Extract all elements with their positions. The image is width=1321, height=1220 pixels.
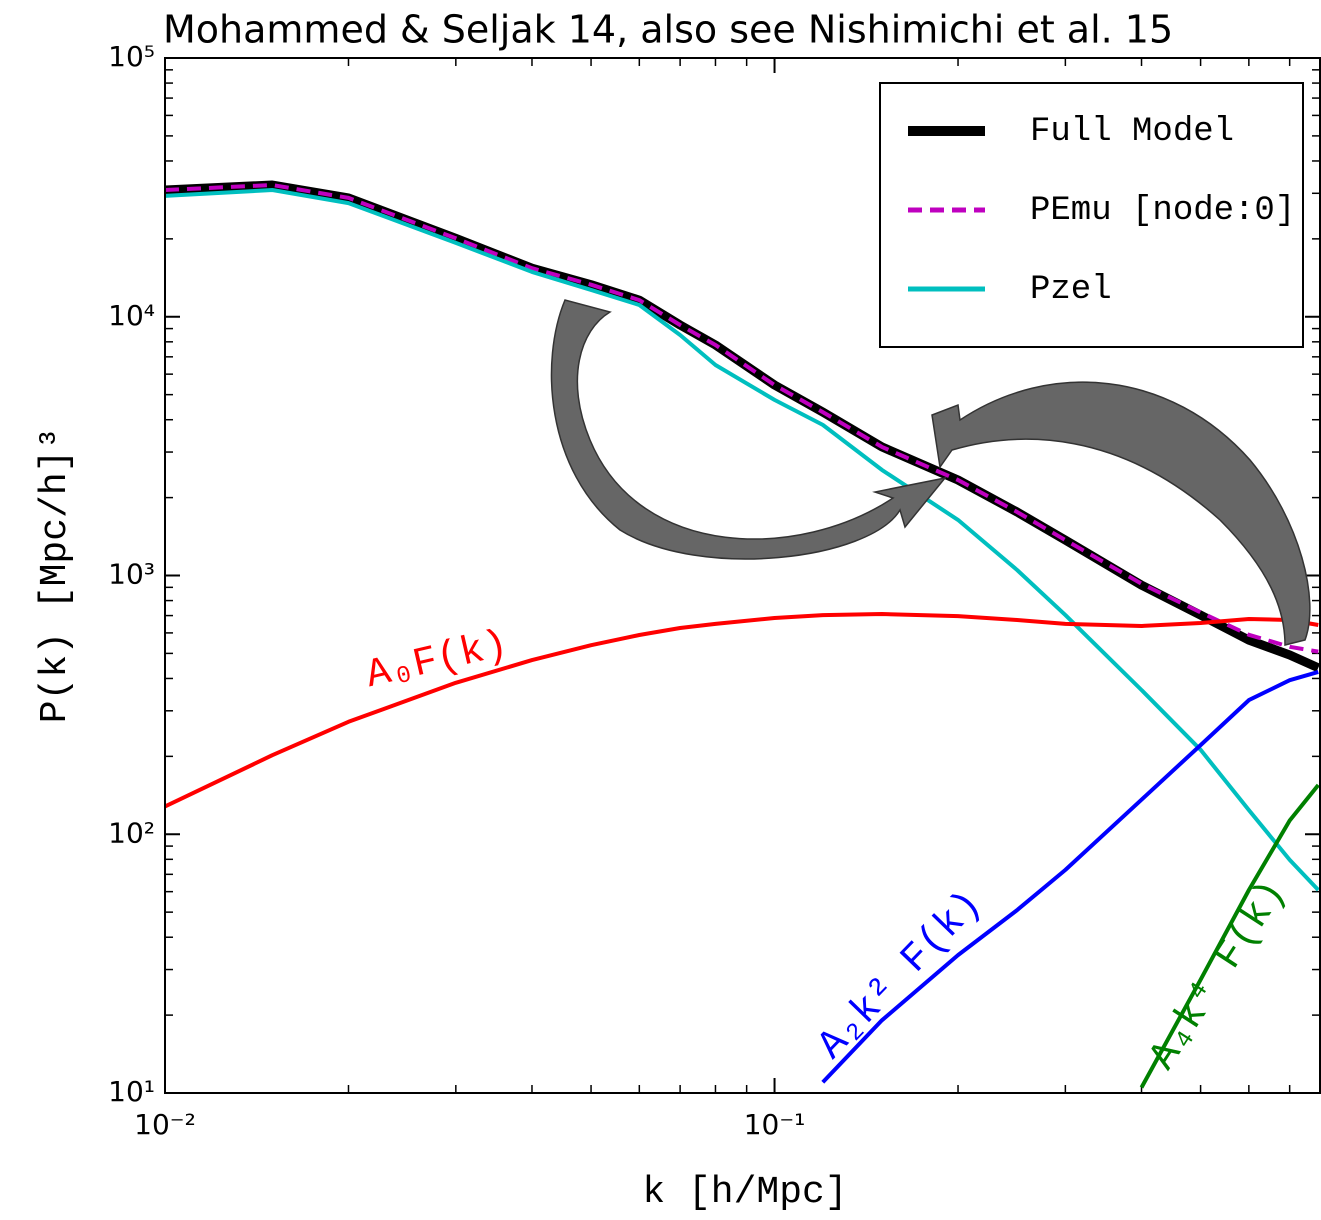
series-line <box>1139 783 1320 1089</box>
y-axis-label: P(k) [Mpc/h]³ <box>34 427 77 723</box>
plot-frame <box>164 57 1321 1094</box>
y-tick-label: 10² <box>108 816 155 849</box>
y-tick-label: 10¹ <box>108 1075 155 1108</box>
legend-label: Pzel <box>1030 271 1112 309</box>
legend-label: Full Model <box>1030 113 1234 151</box>
y-tick-label: 10⁵ <box>108 40 155 73</box>
x-tick-label: 10⁻¹ <box>744 1108 806 1141</box>
series-line <box>165 188 1320 892</box>
plot-lines <box>165 180 1321 1089</box>
y-tick-label: 10³ <box>108 558 155 591</box>
series-annotation: A₂k² F(k) <box>810 882 992 1069</box>
x-tick-label: 10⁻² <box>134 1108 196 1141</box>
x-axis-label: k [h/Mpc] <box>642 1171 847 1214</box>
series-line <box>165 183 1319 654</box>
legend-label: PEmu [node:0] <box>1030 192 1295 230</box>
annotations: A₀F(k)A₂k² F(k) A₄k⁴ F(k) <box>362 623 1297 1079</box>
arrows <box>550 299 1311 646</box>
chart-title: Mohammed & Seljak 14, also see Nishimich… <box>163 8 1173 52</box>
y-tick-label: 10⁴ <box>108 299 155 332</box>
series-line <box>821 669 1319 1084</box>
series-line <box>165 612 1319 809</box>
series-annotation: A₄k⁴ F(k) <box>1141 873 1296 1079</box>
legend: Full Model PEmu [node:0] Pzel <box>879 82 1304 348</box>
